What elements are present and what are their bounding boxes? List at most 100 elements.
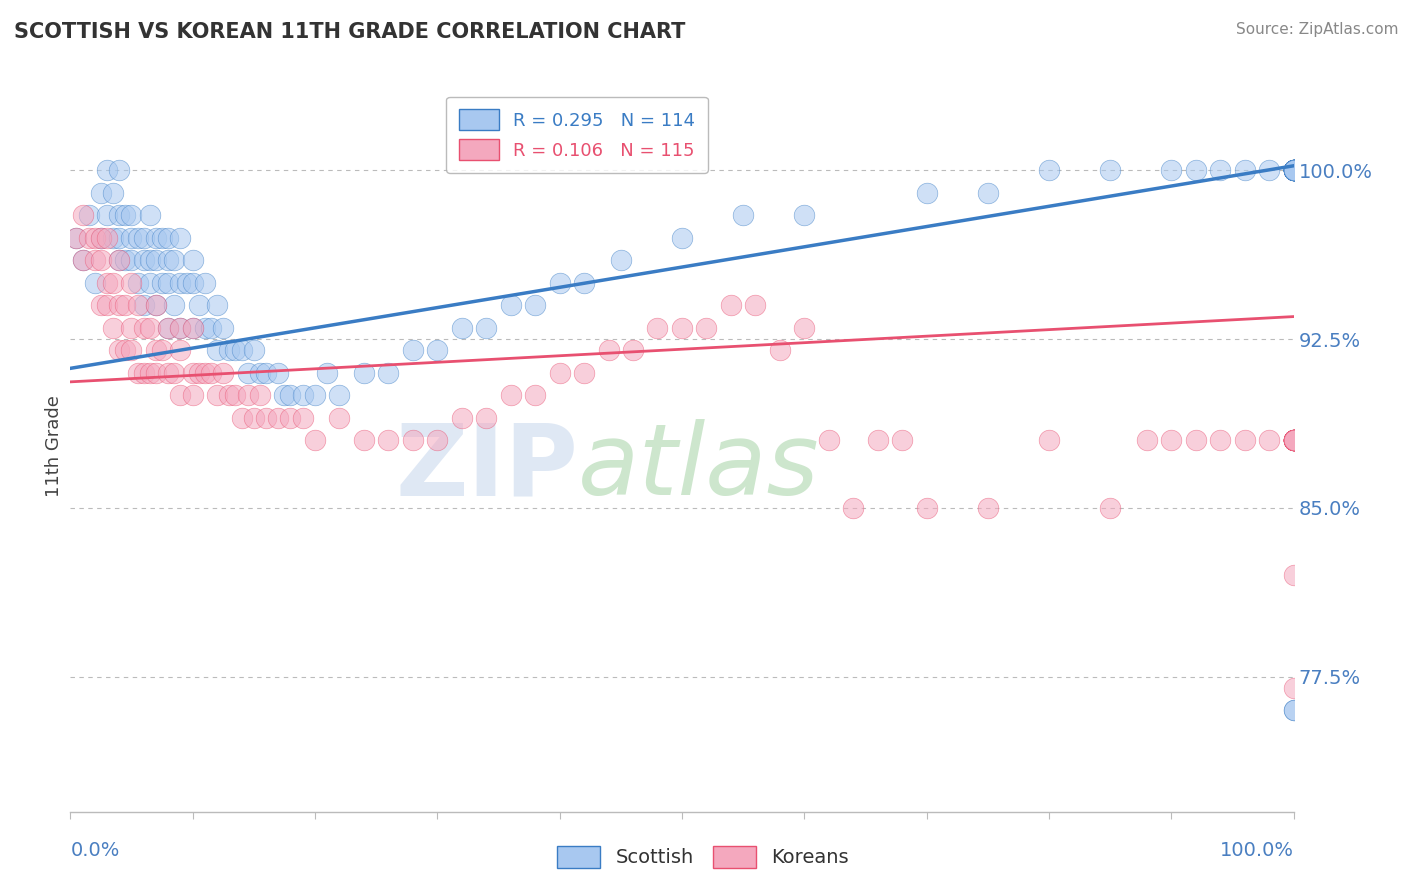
Point xyxy=(1184,163,1206,178)
Point xyxy=(733,208,755,222)
Point xyxy=(187,366,209,380)
Point xyxy=(224,388,246,402)
Point xyxy=(1282,434,1305,448)
Point xyxy=(194,321,217,335)
Point xyxy=(163,253,186,268)
Point xyxy=(231,410,253,425)
Point xyxy=(83,231,105,245)
Point xyxy=(132,253,155,268)
Point xyxy=(426,343,449,358)
Text: SCOTTISH VS KOREAN 11TH GRADE CORRELATION CHART: SCOTTISH VS KOREAN 11TH GRADE CORRELATIO… xyxy=(14,22,686,42)
Point xyxy=(353,434,375,448)
Point xyxy=(121,276,143,290)
Point xyxy=(671,321,693,335)
Point xyxy=(114,208,136,222)
Point xyxy=(891,434,914,448)
Point xyxy=(121,321,143,335)
Point xyxy=(205,343,228,358)
Point xyxy=(1282,568,1305,582)
Point xyxy=(218,388,240,402)
Point xyxy=(65,231,87,245)
Point xyxy=(169,343,191,358)
Point xyxy=(1233,163,1256,178)
Point xyxy=(1282,434,1305,448)
Point xyxy=(176,276,198,290)
Point xyxy=(267,366,290,380)
Point xyxy=(273,388,295,402)
Point xyxy=(1282,163,1305,178)
Point xyxy=(1282,163,1305,178)
Point xyxy=(132,231,155,245)
Point xyxy=(96,276,118,290)
Point xyxy=(77,231,100,245)
Point xyxy=(1282,434,1305,448)
Point xyxy=(1282,434,1305,448)
Point xyxy=(127,276,149,290)
Point xyxy=(842,500,865,515)
Point xyxy=(1282,681,1305,695)
Point xyxy=(157,276,180,290)
Point xyxy=(450,321,472,335)
Point xyxy=(1282,434,1305,448)
Point xyxy=(1038,434,1060,448)
Point xyxy=(83,276,105,290)
Point xyxy=(150,231,173,245)
Point xyxy=(572,366,595,380)
Point xyxy=(1282,163,1305,178)
Point xyxy=(976,500,998,515)
Point xyxy=(108,298,131,312)
Point xyxy=(524,388,547,402)
Point xyxy=(90,231,112,245)
Point xyxy=(1282,163,1305,178)
Point xyxy=(90,298,112,312)
Point xyxy=(1038,163,1060,178)
Point xyxy=(1282,163,1305,178)
Point xyxy=(132,321,155,335)
Point xyxy=(671,231,693,245)
Point xyxy=(127,366,149,380)
Text: 100.0%: 100.0% xyxy=(1219,841,1294,860)
Point xyxy=(572,276,595,290)
Point xyxy=(169,321,191,335)
Point xyxy=(1282,163,1305,178)
Point xyxy=(499,388,522,402)
Point xyxy=(1282,434,1305,448)
Point xyxy=(145,343,167,358)
Point xyxy=(139,366,162,380)
Point xyxy=(1282,434,1305,448)
Point xyxy=(96,208,118,222)
Point xyxy=(548,276,571,290)
Text: atlas: atlas xyxy=(578,419,820,516)
Point xyxy=(157,321,180,335)
Point xyxy=(108,253,131,268)
Point xyxy=(205,388,228,402)
Point xyxy=(72,208,94,222)
Point xyxy=(402,434,425,448)
Legend: R = 0.295   N = 114, R = 0.106   N = 115: R = 0.295 N = 114, R = 0.106 N = 115 xyxy=(446,96,707,173)
Point xyxy=(132,366,155,380)
Point xyxy=(157,253,180,268)
Point xyxy=(1282,163,1305,178)
Point xyxy=(1282,434,1305,448)
Point xyxy=(1282,434,1305,448)
Point xyxy=(598,343,620,358)
Legend: Scottish, Koreans: Scottish, Koreans xyxy=(547,836,859,878)
Point xyxy=(328,388,350,402)
Point xyxy=(1282,163,1305,178)
Point xyxy=(353,366,375,380)
Point xyxy=(243,343,266,358)
Point xyxy=(108,231,131,245)
Point xyxy=(224,343,246,358)
Point xyxy=(101,186,124,200)
Point xyxy=(121,208,143,222)
Point xyxy=(96,231,118,245)
Point xyxy=(169,276,191,290)
Point xyxy=(1282,163,1305,178)
Point xyxy=(1099,500,1122,515)
Text: 0.0%: 0.0% xyxy=(70,841,120,860)
Point xyxy=(77,208,100,222)
Point xyxy=(231,343,253,358)
Point xyxy=(121,343,143,358)
Point xyxy=(1282,163,1305,178)
Y-axis label: 11th Grade: 11th Grade xyxy=(45,395,63,497)
